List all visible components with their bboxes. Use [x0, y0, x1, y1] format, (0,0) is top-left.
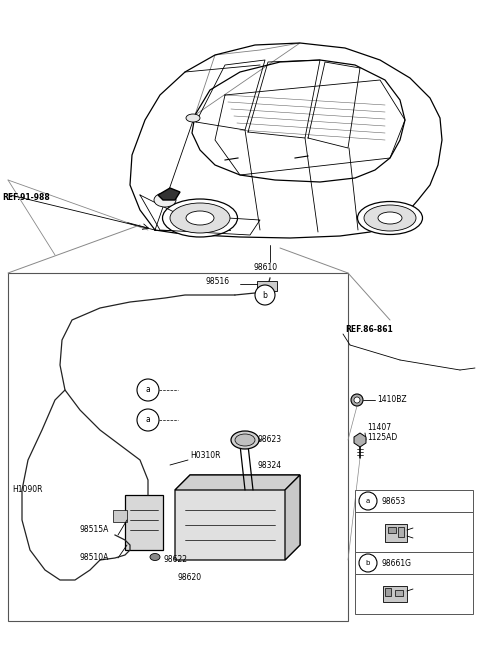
Bar [125, 495, 163, 550]
Bar [383, 586, 407, 602]
Text: H0310R: H0310R [190, 450, 220, 460]
Text: H1090R: H1090R [12, 486, 43, 494]
Bar [395, 590, 403, 596]
Circle shape [255, 285, 275, 305]
Text: REF.86-861: REF.86-861 [345, 326, 393, 334]
Text: 98620: 98620 [178, 573, 202, 581]
Polygon shape [354, 433, 366, 447]
Text: b: b [366, 560, 370, 566]
Bar [355, 574, 473, 614]
Text: 11407: 11407 [367, 424, 391, 432]
Text: 98324: 98324 [257, 460, 281, 470]
Polygon shape [175, 475, 300, 490]
Ellipse shape [186, 211, 214, 225]
Text: 98661G: 98661G [381, 559, 411, 567]
Text: 98515A: 98515A [80, 525, 109, 535]
Text: REF.91-988: REF.91-988 [2, 194, 50, 202]
Circle shape [359, 554, 377, 572]
Bar [398, 527, 404, 537]
Bar [385, 524, 407, 542]
Ellipse shape [154, 193, 176, 207]
Circle shape [351, 394, 363, 406]
Text: 98610: 98610 [254, 264, 278, 272]
Ellipse shape [235, 434, 255, 446]
Text: 98623: 98623 [257, 436, 281, 444]
Bar [388, 527, 396, 533]
Text: 98516: 98516 [205, 278, 229, 286]
Bar [355, 490, 473, 512]
Polygon shape [175, 475, 300, 560]
Bar [257, 281, 277, 291]
Ellipse shape [364, 205, 416, 231]
Text: b: b [263, 290, 267, 300]
Polygon shape [158, 188, 180, 200]
Circle shape [354, 397, 360, 403]
Ellipse shape [231, 431, 259, 449]
Ellipse shape [170, 203, 230, 233]
Ellipse shape [358, 202, 422, 234]
Bar [113, 510, 127, 522]
Ellipse shape [163, 199, 238, 237]
Text: a: a [366, 498, 370, 504]
Ellipse shape [186, 114, 200, 122]
Circle shape [359, 492, 377, 510]
Circle shape [137, 409, 159, 431]
Text: a: a [145, 386, 150, 394]
Polygon shape [285, 475, 300, 560]
Circle shape [137, 379, 159, 401]
Ellipse shape [378, 212, 402, 224]
Bar [8, 273, 348, 621]
Bar [355, 512, 473, 552]
Text: 98622: 98622 [163, 555, 187, 565]
Ellipse shape [150, 553, 160, 561]
Text: a: a [145, 416, 150, 424]
Text: 98653: 98653 [381, 496, 405, 505]
Text: 98510A: 98510A [80, 553, 109, 561]
Bar [355, 552, 473, 574]
Text: 1410BZ: 1410BZ [377, 396, 407, 404]
Bar [385, 588, 391, 596]
Text: 1125AD: 1125AD [367, 434, 397, 442]
